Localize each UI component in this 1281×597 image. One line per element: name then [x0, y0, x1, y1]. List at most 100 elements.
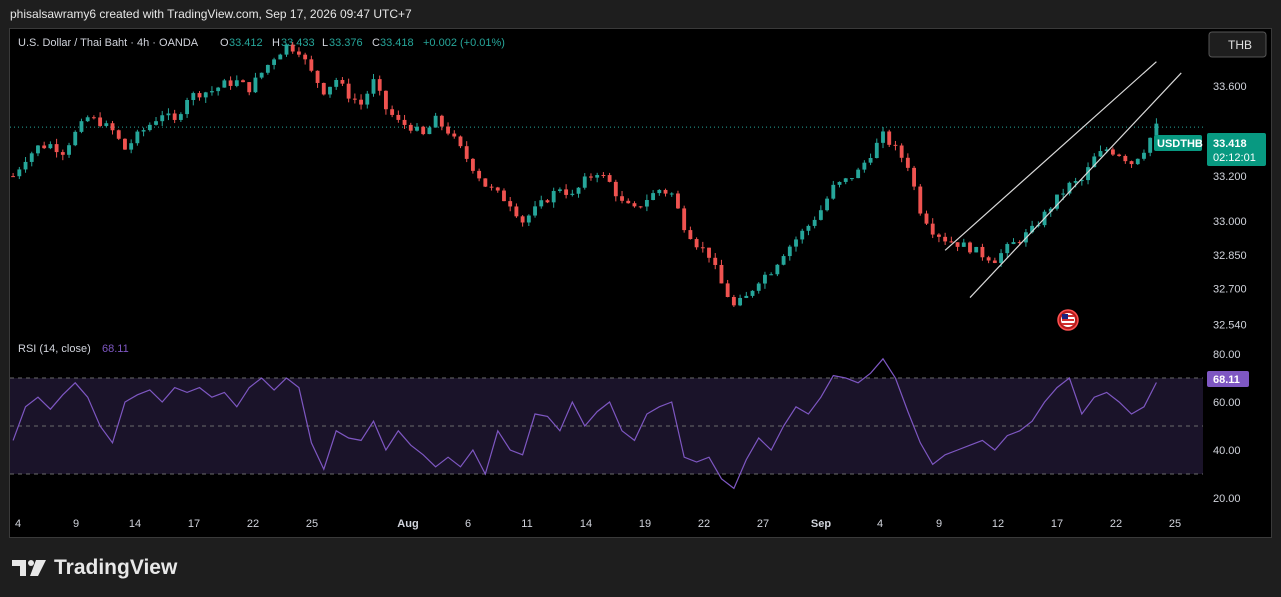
candle-body	[868, 157, 873, 163]
candle-body	[626, 200, 631, 204]
channel-upper-line[interactable]	[944, 61, 1157, 251]
price-tag-countdown: 02:12:01	[1213, 152, 1256, 164]
candle-body	[402, 119, 407, 125]
candle-body	[433, 115, 438, 128]
candle-body	[470, 158, 475, 171]
candle-body	[676, 193, 680, 209]
candle-body	[1086, 167, 1090, 181]
rsi-pane[interactable]	[10, 357, 1203, 490]
candle-body	[73, 131, 78, 146]
candle-body	[446, 126, 450, 134]
candle-body	[936, 234, 941, 237]
candle-body	[589, 176, 593, 178]
time-axis[interactable]: 4 9 14 17 22 25 Aug 6 11 14 19 22 27 Sep 4 9 12 17 22 25	[15, 518, 1181, 530]
candle-body	[91, 117, 96, 119]
candle-body	[595, 175, 600, 178]
currency-button-label[interactable]: THB	[1228, 38, 1252, 52]
rsi-tag-value: 68.11	[1213, 374, 1240, 386]
candle-body	[620, 196, 624, 201]
rsi-tick-label: 80.00	[1213, 349, 1241, 361]
candle-body	[228, 80, 233, 86]
candle-body	[943, 236, 948, 242]
rsi-axis[interactable]: 80.00 60.00 40.00 20.00	[1213, 349, 1241, 505]
candle-body	[17, 169, 22, 177]
candle-body	[210, 91, 214, 93]
candle-body	[756, 283, 761, 291]
time-tick-label: 17	[1051, 518, 1063, 530]
time-tick-label: 12	[992, 518, 1004, 530]
candle-body	[365, 93, 370, 105]
candle-body	[769, 274, 774, 276]
time-tick-label: 9	[73, 518, 79, 530]
candle-body	[812, 219, 817, 226]
candle-body	[110, 123, 115, 131]
candle-body	[781, 256, 786, 265]
time-tick-label: 14	[129, 518, 141, 530]
candle-body	[881, 131, 885, 143]
candle-body	[1005, 244, 1010, 254]
candle-body	[458, 136, 463, 147]
legend-symbol: U.S. Dollar / Thai Baht · 4h · OANDA	[18, 37, 199, 49]
candle-body	[570, 193, 575, 195]
price-pane[interactable]	[10, 41, 1203, 308]
rsi-last-tag: 68.11	[1207, 371, 1249, 387]
candle-body	[377, 79, 382, 91]
candle-body	[738, 297, 743, 306]
candle-body	[874, 142, 879, 158]
candle-body	[415, 126, 419, 131]
legend-low: 33.376	[329, 37, 363, 49]
price-axis[interactable]: 33.600 33.200 33.000 32.850 32.700 32.540	[1213, 81, 1247, 331]
candle-body	[259, 72, 264, 78]
legend-change: +0.002 (+0.01%)	[423, 37, 505, 49]
candle-body	[477, 170, 482, 179]
legend-open: 33.412	[229, 37, 263, 49]
candle-body	[1092, 156, 1097, 168]
candle-body	[682, 208, 687, 231]
candle-body	[999, 253, 1003, 263]
candle-body	[713, 257, 718, 265]
candle-body	[234, 80, 239, 86]
candle-body	[278, 54, 283, 60]
candle-body	[160, 115, 165, 122]
candle-body	[502, 190, 506, 202]
candle-body	[359, 99, 363, 105]
candle-body	[688, 230, 693, 240]
candle-body	[1048, 208, 1053, 212]
candle-body	[284, 44, 289, 55]
candle-body	[918, 186, 923, 214]
candle-body	[29, 153, 34, 162]
candle-body	[1067, 182, 1072, 194]
time-tick-label: 22	[247, 518, 259, 530]
candle-body	[290, 44, 295, 52]
candle-body	[1030, 225, 1035, 233]
channel-lower-line[interactable]	[969, 72, 1182, 298]
candle-body	[340, 80, 345, 84]
candle-body	[1098, 151, 1103, 157]
candle-body	[955, 242, 960, 247]
tradingview-logo[interactable]: TradingView	[12, 555, 177, 581]
candle-body	[1142, 152, 1146, 159]
currency-button[interactable]: THB	[1208, 31, 1267, 58]
candle-body	[396, 114, 401, 120]
tradingview-logo-icon	[12, 560, 46, 576]
candle-body	[60, 152, 65, 155]
candle-body	[806, 225, 811, 231]
legend-high: 33.433	[281, 37, 315, 49]
candle-body	[899, 145, 904, 158]
candle-body	[48, 144, 53, 149]
candle-body	[843, 178, 848, 182]
candle-body	[638, 206, 643, 208]
candle-body	[154, 121, 158, 125]
candle-body	[315, 70, 320, 83]
us-flag-event-icon[interactable]	[1057, 309, 1079, 331]
currency-button-bg[interactable]	[1208, 31, 1267, 58]
candle-body	[968, 242, 972, 253]
candle-body	[135, 131, 140, 144]
candle-body	[1104, 149, 1109, 152]
candle-body	[862, 162, 867, 170]
candle-body	[172, 113, 177, 120]
candle-body	[185, 100, 190, 115]
rsi-tick-label: 20.00	[1213, 493, 1241, 505]
symbol-tag-text: USDTHB	[1157, 138, 1203, 150]
